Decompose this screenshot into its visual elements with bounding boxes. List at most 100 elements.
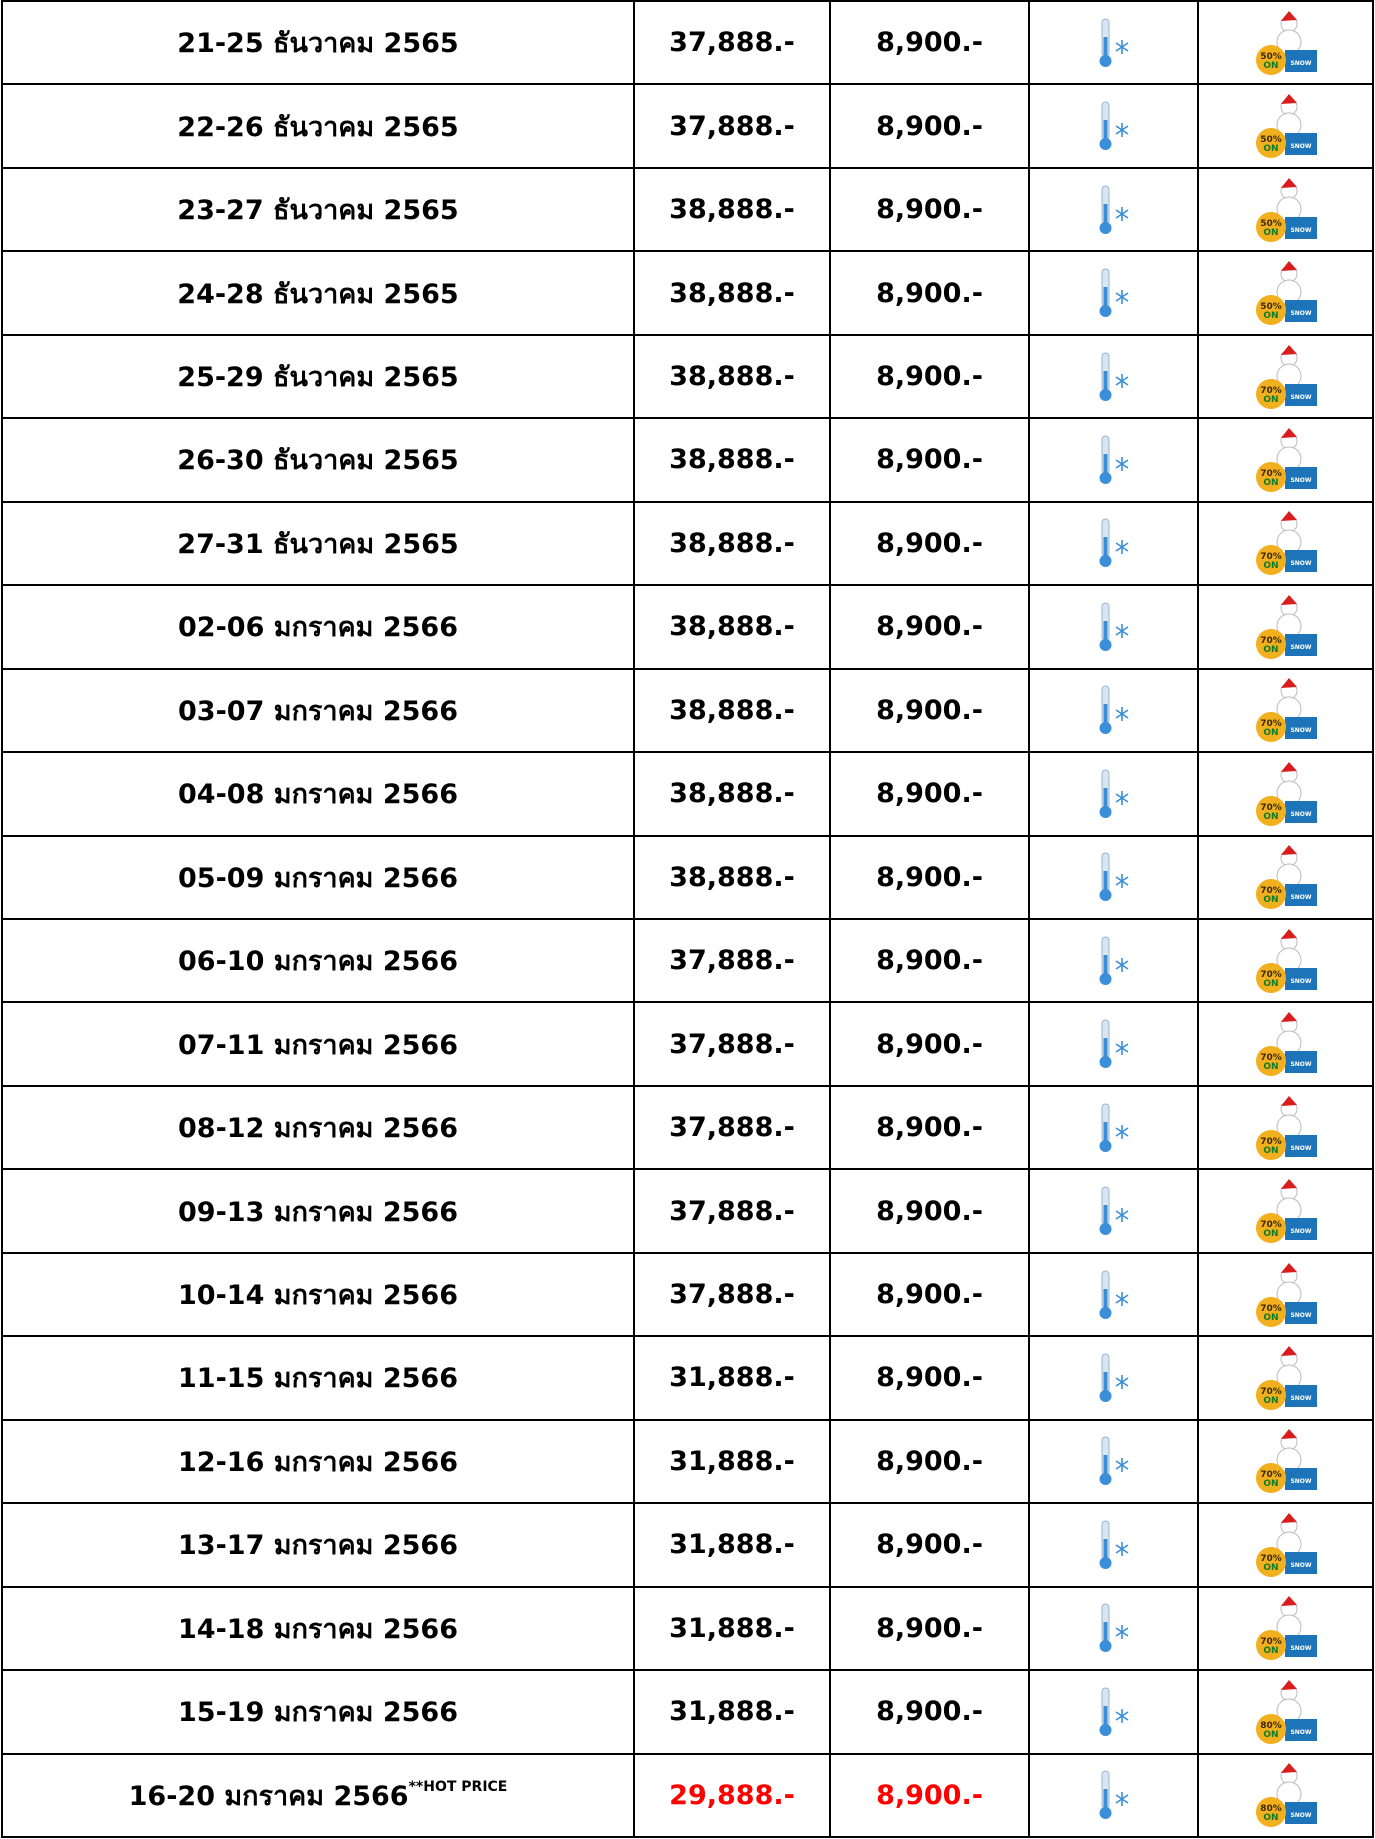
travel-date: 12-16 มกราคม 2566 xyxy=(178,1447,458,1478)
thermometer-icon xyxy=(1097,1185,1131,1237)
date-cell: 05-09 มกราคม 2566 xyxy=(2,836,634,919)
date-cell: 23-27 ธันวาคม 2565 xyxy=(2,168,634,251)
table-row: 10-14 มกราคม 2566 37,888.- 8,900.- 70%ONSNO… xyxy=(2,1253,1373,1336)
snow-badge: 70%ONSNOW xyxy=(1255,1262,1317,1328)
date-cell: 25-29 ธันวาคม 2565 xyxy=(2,335,634,418)
snowman-hat xyxy=(1281,1596,1297,1606)
single-supplement: 8,900.- xyxy=(876,1613,983,1644)
snow-cell: 70%ONSNOW xyxy=(1198,1253,1373,1336)
snowman-hat xyxy=(1281,1346,1297,1356)
date-cell: 07-11 มกราคม 2566 xyxy=(2,1002,634,1085)
thermo-bulb xyxy=(1099,1640,1111,1652)
badge-on: ON xyxy=(1263,1563,1278,1573)
single-cell: 8,900.- xyxy=(830,1002,1029,1085)
weather-cell xyxy=(1029,752,1198,835)
price-table: 21-25 ธันวาคม 256537,888.-8,900.-50%ONSN… xyxy=(1,0,1374,1838)
single-cell: 8,900.- xyxy=(830,1754,1029,1837)
snowflake xyxy=(1116,1625,1128,1639)
thermo-bulb xyxy=(1099,389,1111,401)
single-supplement: 8,900.- xyxy=(876,1362,983,1393)
single-supplement: 8,900.- xyxy=(876,1696,983,1727)
price: 38,888.- xyxy=(669,528,795,559)
price: 29,888.- xyxy=(669,1780,795,1811)
date-cell: 13-17 มกราคม 2566 xyxy=(2,1503,634,1586)
price: 31,888.- xyxy=(669,1446,795,1477)
thermometer-icon xyxy=(1097,1686,1131,1738)
snowman-hat xyxy=(1281,845,1297,855)
snowflake xyxy=(1116,791,1128,805)
snowman-hat xyxy=(1281,1179,1297,1189)
snowman-hat xyxy=(1281,261,1297,271)
table-row: 08-12 มกราคม 256637,888.-8,900.-70%ONSNO… xyxy=(2,1086,1373,1169)
single-cell: 8,900.- xyxy=(830,1587,1029,1670)
snowflake xyxy=(1116,1292,1128,1306)
price: 37,888.- xyxy=(669,1279,795,1310)
snowflake xyxy=(1116,874,1128,888)
date-cell: 14-18 มกราคม 2566 xyxy=(2,1587,634,1670)
thermo-bulb xyxy=(1099,1807,1111,1819)
snowman-hat xyxy=(1281,929,1297,939)
table-row: 23-27 ธันวาคม 256538,888.-8,900.-50%ONSN… xyxy=(2,168,1373,251)
single-supplement: 8,900.- xyxy=(876,695,983,726)
table-row: 06-10 มกราคม 256637,888.-8,900.-70%ONSNO… xyxy=(2,919,1373,1002)
badge-on: ON xyxy=(1263,311,1278,321)
badge-snow: SNOW xyxy=(1290,644,1311,651)
badge-snow: SNOW xyxy=(1290,1312,1311,1319)
badge-on: ON xyxy=(1263,144,1278,154)
travel-date: 27-31 ธันวาคม 2565 xyxy=(177,529,458,560)
date-cell: 27-31 ธันวาคม 2565 xyxy=(2,502,634,585)
snow-badge: 70%ONSNOW xyxy=(1255,1345,1317,1411)
single-cell: 8,900.- xyxy=(830,502,1029,585)
price-cell: 38,888.- xyxy=(634,335,830,418)
snowman-hat xyxy=(1281,1263,1297,1273)
snowflake xyxy=(1116,958,1128,972)
snow-cell: 70%ONSNOW xyxy=(1198,1420,1373,1503)
badge-on: ON xyxy=(1263,1813,1278,1823)
price-cell: 31,888.- xyxy=(634,1420,830,1503)
table-row: 04-08 มกราคม 256638,888.-8,900.-70%ONSNO… xyxy=(2,752,1373,835)
thermometer-icon xyxy=(1097,1769,1131,1821)
snow-cell: 70%ONSNOW xyxy=(1198,669,1373,752)
snowman-hat xyxy=(1281,11,1297,21)
travel-date: 21-25 ธันวาคม 2565 xyxy=(177,28,458,59)
badge-on: ON xyxy=(1263,1396,1278,1406)
snow-badge: 70%ONSNOW xyxy=(1255,1595,1317,1661)
thermometer-icon xyxy=(1097,17,1131,69)
date-cell: 26-30 ธันวาคม 2565 xyxy=(2,418,634,501)
badge-snow: SNOW xyxy=(1290,560,1311,567)
travel-date: 09-13 มกราคม 2566 xyxy=(178,1197,458,1228)
price: 38,888.- xyxy=(669,361,795,392)
weather-cell xyxy=(1029,1587,1198,1670)
single-supplement: 8,900.- xyxy=(876,27,983,58)
travel-date: 10-14 มกราคม 2566 xyxy=(178,1280,458,1311)
snow-cell: 70%ONSNOW xyxy=(1198,335,1373,418)
date-cell: 21-25 ธันวาคม 2565 xyxy=(2,1,634,84)
travel-date: 02-06 มกราคม 2566 xyxy=(178,612,458,643)
table-row: 07-11 มกราคม 256637,888.-8,900.-70%ONSNO… xyxy=(2,1002,1373,1085)
badge-on: ON xyxy=(1263,1062,1278,1072)
snow-badge: 70%ONSNOW xyxy=(1255,510,1317,576)
single-supplement: 8,900.- xyxy=(876,1029,983,1060)
badge-on: ON xyxy=(1263,895,1278,905)
price: 37,888.- xyxy=(669,111,795,142)
price-cell: 38,888.- xyxy=(634,251,830,334)
table-row: 09-13 มกราคม 256637,888.-8,900.-70%ONSNO… xyxy=(2,1169,1373,1252)
badge-on: ON xyxy=(1263,979,1278,989)
travel-date: 04-08 มกราคม 2566 xyxy=(178,779,458,810)
thermometer-icon xyxy=(1097,684,1131,736)
badge-snow: SNOW xyxy=(1290,727,1311,734)
snow-badge: 80%ONSNOW xyxy=(1255,1762,1317,1828)
badge-on: ON xyxy=(1263,1646,1278,1656)
price: 38,888.- xyxy=(669,778,795,809)
single-supplement: 8,900.- xyxy=(876,1279,983,1310)
travel-date: 24-28 ธันวาคม 2565 xyxy=(177,279,458,310)
snowflake xyxy=(1116,123,1128,137)
badge-snow: SNOW xyxy=(1290,978,1311,985)
table-row: 21-25 ธันวาคม 256537,888.-8,900.-50%ONSN… xyxy=(2,1,1373,84)
price-cell: 31,888.- xyxy=(634,1587,830,1670)
date-cell: 22-26 ธันวาคม 2565 xyxy=(2,84,634,167)
